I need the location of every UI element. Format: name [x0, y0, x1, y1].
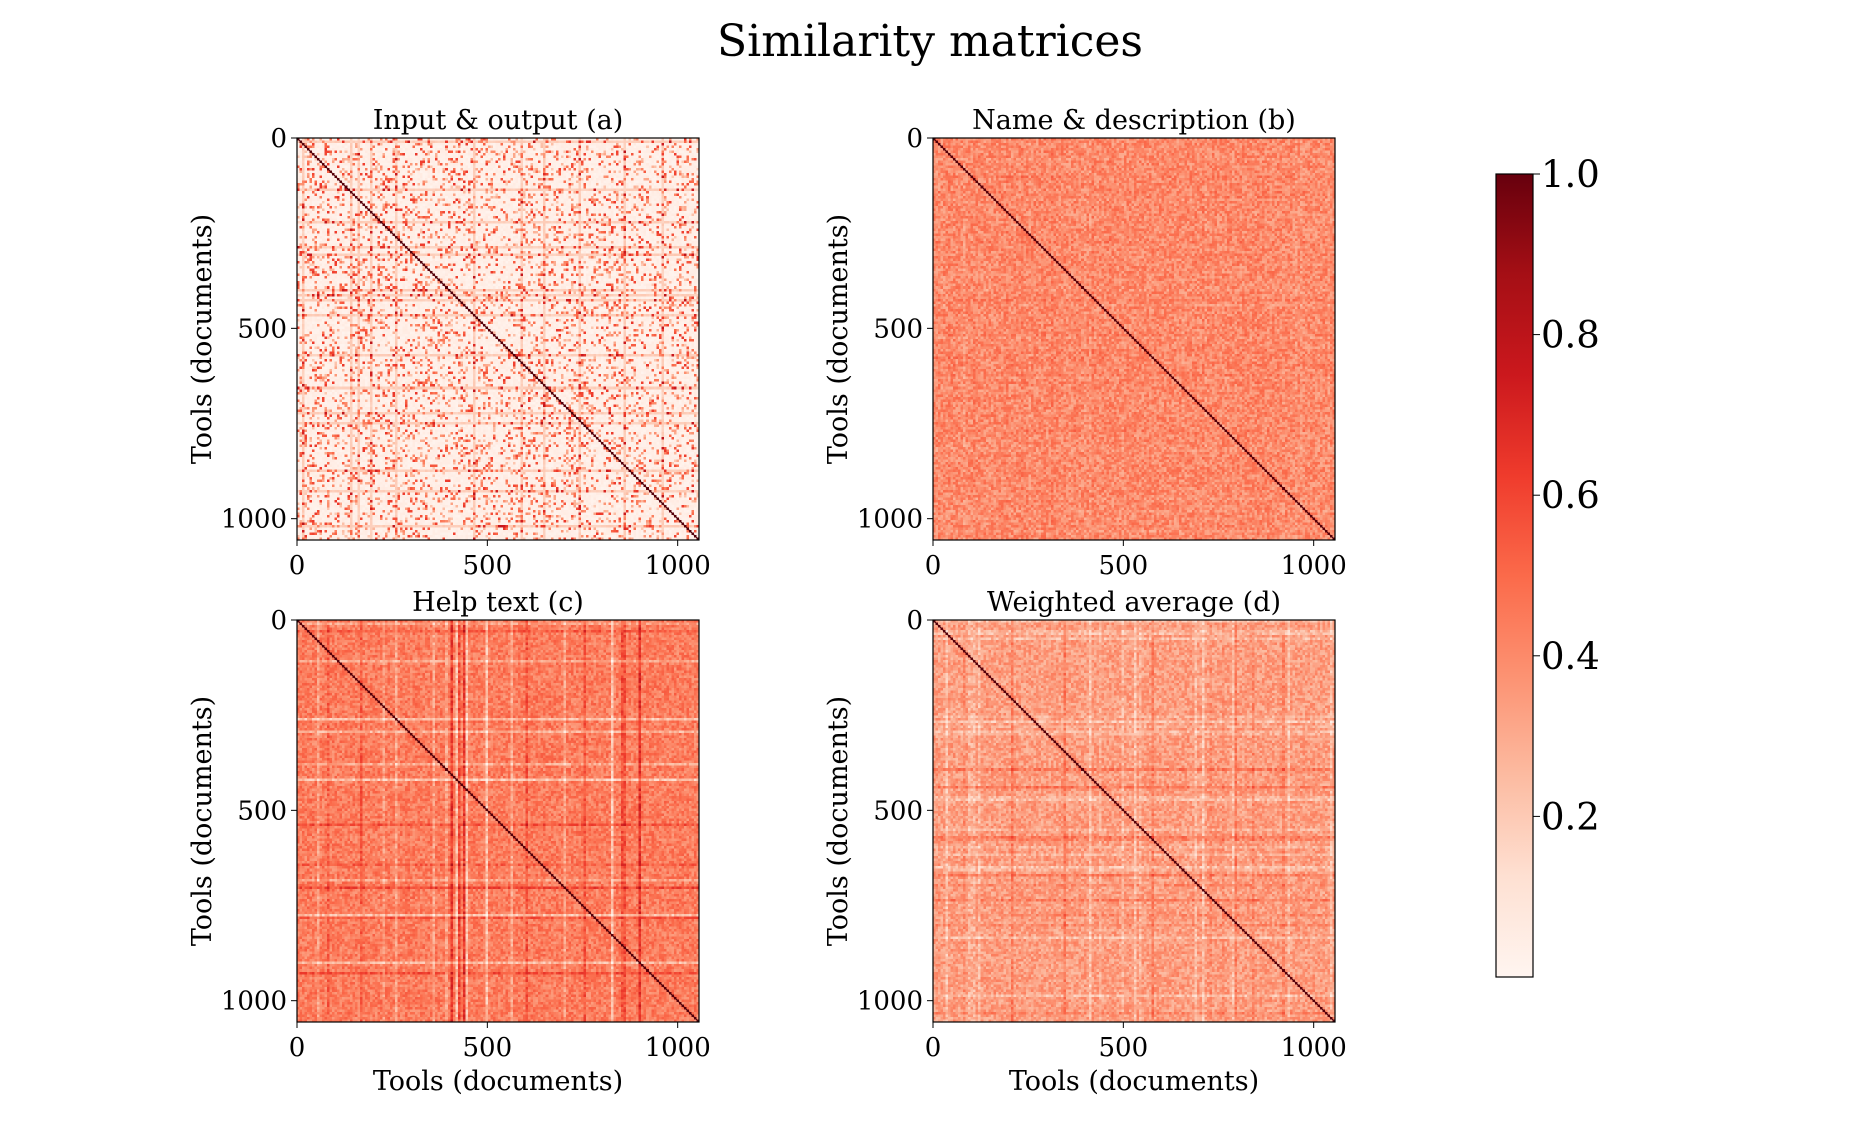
x-tick-label: 500 [463, 1033, 513, 1063]
diagonal-line [932, 137, 1336, 541]
colorbar-tick-label: 1.0 [1541, 153, 1600, 196]
panel-title: Weighted average (d) [987, 587, 1281, 618]
x-tick-label: 1000 [1281, 1033, 1347, 1063]
x-tick-label: 1000 [1281, 551, 1347, 581]
y-axis-label: Tools (documents) [823, 696, 854, 946]
y-tick-label: 500 [237, 796, 287, 826]
y-tick-label: 0 [270, 606, 287, 636]
y-tick-label: 1000 [221, 505, 287, 535]
diagonal-line [296, 137, 700, 541]
axes-frame [296, 137, 700, 541]
y-tick-label: 500 [237, 314, 287, 344]
y-tick-label: 1000 [857, 505, 923, 535]
x-tick-label: 1000 [645, 551, 711, 581]
y-tick-label: 0 [906, 606, 923, 636]
x-tick-label: 500 [463, 551, 513, 581]
y-tick-label: 500 [873, 796, 923, 826]
y-axis-label: Tools (documents) [187, 214, 218, 464]
y-tick-label: 1000 [857, 987, 923, 1017]
panel-title: Input & output (a) [373, 105, 624, 136]
colorbar-tick-label: 0.8 [1541, 314, 1600, 357]
x-tick-label: 0 [289, 1033, 306, 1063]
diagonal-line [932, 619, 1336, 1023]
colorbar: 0.2 0.4 0.6 0.8 1.0 [1495, 153, 1600, 978]
axes-frame [932, 619, 1336, 1023]
axes-frame [296, 619, 700, 1023]
y-tick-label: 0 [270, 124, 287, 154]
x-axis-label: Tools (documents) [373, 1066, 623, 1097]
x-tick-label: 500 [1099, 551, 1149, 581]
colorbar-gradient [1495, 173, 1534, 978]
x-tick-label: 0 [289, 551, 306, 581]
x-tick-label: 0 [925, 551, 942, 581]
colorbar-tick-label: 0.4 [1541, 635, 1600, 678]
y-tick-label: 1000 [221, 987, 287, 1017]
colorbar-ticks: 0.2 0.4 0.6 0.8 1.0 [1533, 153, 1600, 838]
colorbar-tick-label: 0.2 [1541, 795, 1600, 838]
y-axis-label: Tools (documents) [187, 696, 218, 946]
y-tick-label: 500 [873, 314, 923, 344]
x-tick-label: 1000 [645, 1033, 711, 1063]
x-tick-label: 500 [1099, 1033, 1149, 1063]
x-axis-label: Tools (documents) [1009, 1066, 1259, 1097]
axes-frame [932, 137, 1336, 541]
colorbar-tick-label: 0.6 [1541, 474, 1600, 517]
panel-title: Name & description (b) [972, 105, 1296, 136]
figure-title: Similarity matrices [717, 16, 1143, 67]
diagonal-line [296, 619, 700, 1023]
y-tick-label: 0 [906, 124, 923, 154]
panel-title: Help text (c) [412, 587, 584, 618]
y-axis-label: Tools (documents) [823, 214, 854, 464]
x-tick-label: 0 [925, 1033, 942, 1063]
